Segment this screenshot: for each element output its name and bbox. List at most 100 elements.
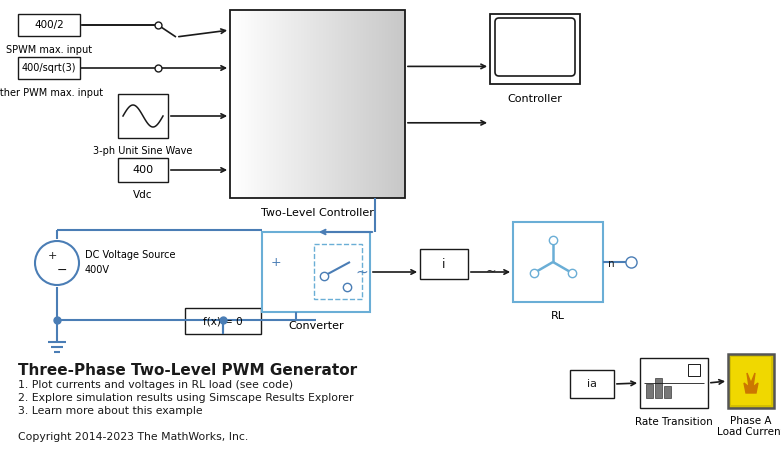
Bar: [383, 10, 384, 198]
Bar: [232, 10, 233, 198]
Bar: [402, 10, 403, 198]
Bar: [285, 10, 286, 198]
Text: Vdc: Vdc: [134, 190, 153, 200]
Bar: [118, 158, 168, 182]
Bar: [355, 10, 356, 198]
Bar: [362, 10, 363, 198]
Bar: [310, 10, 311, 198]
Bar: [291, 10, 292, 198]
Bar: [356, 10, 357, 198]
Bar: [338, 10, 339, 198]
Bar: [317, 10, 318, 198]
Bar: [490, 14, 580, 84]
Bar: [343, 10, 344, 198]
Bar: [351, 10, 352, 198]
Bar: [306, 10, 307, 198]
Bar: [646, 384, 653, 398]
Bar: [244, 10, 245, 198]
Bar: [332, 10, 333, 198]
Bar: [272, 10, 273, 198]
Text: Three-Phase Two-Level PWM Generator: Three-Phase Two-Level PWM Generator: [18, 363, 357, 378]
Bar: [270, 10, 271, 198]
Bar: [731, 357, 771, 405]
Bar: [18, 14, 80, 36]
Bar: [390, 10, 391, 198]
Bar: [243, 10, 244, 198]
Bar: [298, 10, 299, 198]
Bar: [395, 10, 396, 198]
Bar: [391, 10, 392, 198]
Bar: [231, 10, 232, 198]
Bar: [400, 10, 401, 198]
Bar: [250, 10, 251, 198]
Bar: [664, 386, 671, 398]
Bar: [403, 10, 404, 198]
Bar: [381, 10, 382, 198]
Bar: [238, 10, 239, 198]
Text: 400: 400: [133, 165, 154, 175]
Bar: [280, 10, 281, 198]
Bar: [399, 10, 400, 198]
Text: +: +: [271, 256, 281, 268]
Bar: [335, 10, 336, 198]
Text: 400/2: 400/2: [34, 20, 64, 30]
Bar: [248, 10, 249, 198]
Bar: [268, 10, 269, 198]
Bar: [247, 10, 248, 198]
Bar: [308, 10, 309, 198]
Text: 2. Explore simulation results using Simscape Results Explorer: 2. Explore simulation results using Sims…: [18, 393, 354, 403]
Bar: [233, 10, 234, 198]
Bar: [257, 10, 258, 198]
Text: DC Voltage Source: DC Voltage Source: [85, 250, 176, 260]
Bar: [396, 10, 397, 198]
Bar: [348, 10, 349, 198]
Bar: [278, 10, 279, 198]
Bar: [259, 10, 260, 198]
Bar: [249, 10, 250, 198]
Bar: [337, 10, 338, 198]
Bar: [299, 10, 300, 198]
Bar: [303, 10, 304, 198]
Bar: [295, 10, 296, 198]
Bar: [392, 10, 393, 198]
Bar: [353, 10, 354, 198]
Bar: [240, 10, 241, 198]
Bar: [267, 10, 268, 198]
Text: Rate Transition: Rate Transition: [635, 417, 713, 427]
Bar: [305, 10, 306, 198]
Bar: [354, 10, 355, 198]
Bar: [386, 10, 387, 198]
Bar: [570, 370, 614, 398]
Bar: [281, 10, 282, 198]
Bar: [688, 364, 700, 376]
Bar: [344, 10, 345, 198]
Bar: [241, 10, 242, 198]
Bar: [393, 10, 394, 198]
Bar: [312, 10, 313, 198]
Text: Controller: Controller: [508, 94, 562, 104]
Bar: [367, 10, 368, 198]
Text: Converter: Converter: [288, 321, 344, 331]
Bar: [255, 10, 256, 198]
Text: 3. Learn more about this example: 3. Learn more about this example: [18, 406, 202, 416]
Bar: [273, 10, 274, 198]
Bar: [379, 10, 380, 198]
Bar: [363, 10, 364, 198]
Bar: [359, 10, 360, 198]
Bar: [261, 10, 262, 198]
Text: −: −: [57, 263, 67, 276]
Bar: [378, 10, 379, 198]
Bar: [266, 10, 267, 198]
Bar: [366, 10, 367, 198]
Bar: [324, 10, 325, 198]
Bar: [323, 10, 324, 198]
Text: ~: ~: [485, 265, 496, 277]
Bar: [118, 94, 168, 138]
Bar: [307, 10, 308, 198]
Bar: [293, 10, 294, 198]
Bar: [274, 10, 275, 198]
Text: 400/sqrt(3): 400/sqrt(3): [22, 63, 77, 73]
Bar: [322, 10, 323, 198]
Text: ia: ia: [587, 379, 597, 389]
Bar: [185, 308, 261, 334]
